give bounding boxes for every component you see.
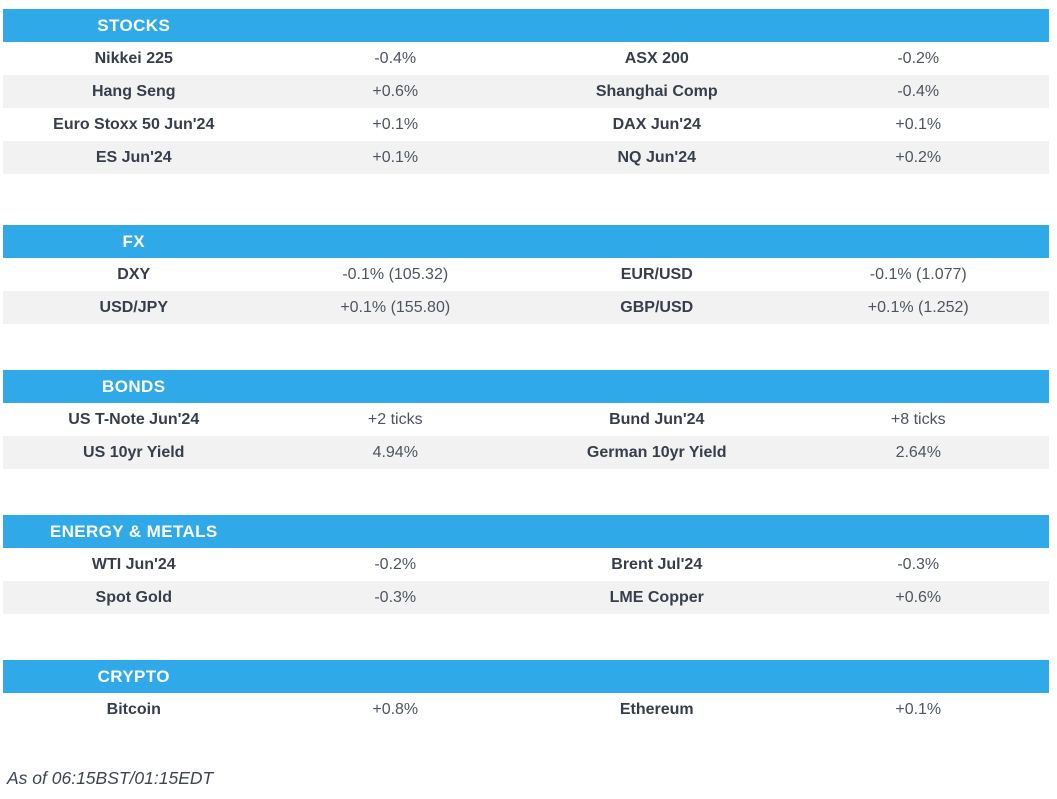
section-header: FX [3,225,1049,258]
table-row: USD/JPY +0.1% (155.80) GBP/USD +0.1% (1.252… [3,291,1049,324]
instrument-label: DAX Jun'24 [612,116,701,133]
instrument-label: Brent Jul'24 [611,556,703,573]
section-header: BONDS [3,370,1049,403]
instrument-change: +0.8% [372,701,419,718]
instrument-label: German 10yr Yield [586,444,727,461]
instrument-change: -0.1% (105.32) [342,266,449,283]
section-stocks: STOCKS Nikkei 225 -0.4% ASX 200 -0.2% Hang Se… [3,9,1049,174]
section-header: ENERGY & METALS [3,515,1049,548]
section-header: CRYPTO [3,660,1049,693]
instrument-label: Ethereum [619,701,694,718]
instrument-change: -0.2% [374,556,417,573]
instrument-label: ES Jun'24 [95,149,172,166]
instrument-change: -0.2% [897,50,940,67]
table-row: Hang Seng +0.6% Shanghai Comp -0.4% [3,75,1049,108]
section-fx: FX DXY -0.1% (105.32) EUR/USD -0.1% (1.077) U… [3,225,1049,324]
instrument-change: -0.3% [897,556,940,573]
table-row: Nikkei 225 -0.4% ASX 200 -0.2% [3,42,1049,75]
instrument-change: +0.1% [895,701,942,718]
section-bonds: BONDS US T-Note Jun'24 +2 ticks Bund Jun'24… [3,370,1049,469]
table-row: Spot Gold -0.3% LME Copper +0.6% [3,581,1049,614]
instrument-change: +0.1% [895,116,942,133]
instrument-change: +0.6% [895,589,942,606]
section-energy-metals: ENERGY & METALS WTI Jun'24 -0.2% Brent Jul'… [3,515,1049,614]
instrument-change: +0.6% [372,83,419,100]
instrument-change: -0.4% [374,50,417,67]
instrument-change: +0.1% [372,116,419,133]
table-row: US 10yr Yield 4.94% German 10yr Yield 2.64% [3,436,1049,469]
table-row: DXY -0.1% (105.32) EUR/USD -0.1% (1.077) [3,258,1049,291]
market-sections: STOCKS Nikkei 225 -0.4% ASX 200 -0.2% Hang Se… [3,9,1049,726]
instrument-label: Spot Gold [95,589,172,606]
table-row: Bitcoin +0.8% Ethereum +0.1% [3,693,1049,726]
as-of-timestamp: As of 06:15BST/01:15EDT [7,768,214,788]
instrument-label: USD/JPY [99,299,168,316]
section-title: BONDS [102,376,166,396]
instrument-change: +0.1% (1.252) [867,299,969,316]
section-title: STOCKS [97,15,171,35]
table-row: WTI Jun'24 -0.2% Brent Jul'24 -0.3% [3,548,1049,581]
section-title: FX [122,231,146,251]
table-row: US T-Note Jun'24 +2 ticks Bund Jun'24 +8 ti… [3,403,1049,436]
table-row: ES Jun'24 +0.1% NQ Jun'24 +0.2% [3,141,1049,174]
instrument-label: US T-Note Jun'24 [68,411,200,428]
instrument-change: +2 ticks [367,411,423,428]
section-header: STOCKS [3,9,1049,42]
instrument-change: +0.2% [895,149,942,166]
instrument-label: ASX 200 [624,50,689,67]
instrument-label: WTI Jun'24 [91,556,176,573]
instrument-label: Euro Stoxx 50 Jun'24 [53,116,215,133]
instrument-change: -0.3% [374,589,417,606]
instrument-label: LME Copper [609,589,704,606]
instrument-change: +0.1% (155.80) [340,299,451,316]
instrument-change: -0.4% [897,83,940,100]
instrument-change: +8 ticks [890,411,946,428]
section-title: CRYPTO [97,666,170,686]
instrument-change: +0.1% [372,149,419,166]
instrument-label: Bund Jun'24 [609,411,705,428]
instrument-label: Bitcoin [106,701,161,718]
instrument-label: EUR/USD [620,266,693,283]
section-crypto: CRYPTO Bitcoin +0.8% Ethereum +0.1% [3,660,1049,726]
instrument-label: Hang Seng [91,83,176,100]
instrument-label: DXY [117,266,151,283]
instrument-label: Shanghai Comp [595,83,718,100]
instrument-label: Nikkei 225 [94,50,173,67]
instrument-change: -0.1% (1.077) [869,266,967,283]
table-row: Euro Stoxx 50 Jun'24 +0.1% DAX Jun'24 +0.1% [3,108,1049,141]
section-title: ENERGY & METALS [49,521,218,541]
instrument-change: 2.64% [895,444,941,461]
instrument-label: GBP/USD [620,299,694,316]
instrument-change: 4.94% [372,444,418,461]
instrument-label: NQ Jun'24 [617,149,697,166]
instrument-label: US 10yr Yield [83,444,185,461]
